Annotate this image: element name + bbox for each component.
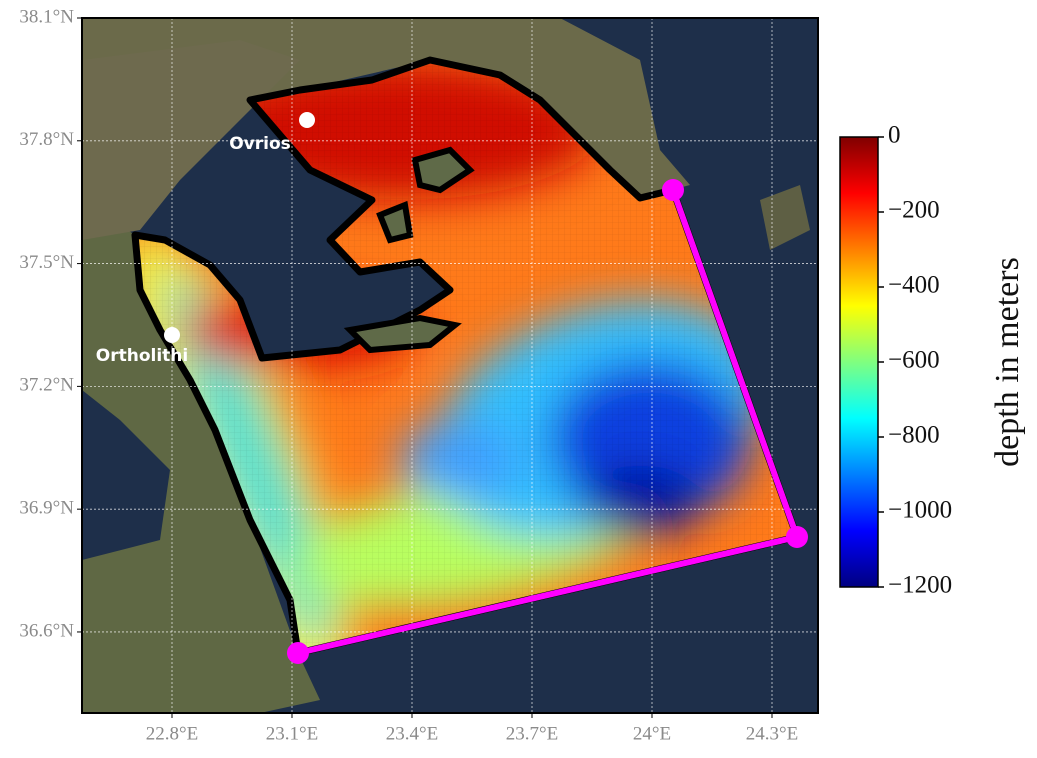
colorbar-tick-label: −400 — [888, 272, 940, 299]
axes: 22.8°E 23.1°E 23.4°E 23.7°E 24°E 24.3°E 38.1°N… — [19, 6, 952, 744]
y-tick-label: 37.5°N — [19, 252, 74, 273]
map-frame — [81, 17, 819, 714]
colorbar-tick-label: −200 — [888, 197, 940, 224]
place-label: Ovrios — [229, 134, 291, 154]
place-label: Ortholithi — [96, 346, 188, 366]
x-tick-label: 23.7°E — [506, 723, 558, 744]
x-tick-label: 24.3°E — [746, 723, 798, 744]
x-tick-label: 23.4°E — [386, 723, 438, 744]
x-tick-label: 22.8°E — [146, 723, 198, 744]
y-tick-label: 37.2°N — [19, 375, 74, 396]
boundary-vertex — [786, 526, 808, 548]
colorbar — [839, 136, 879, 588]
place-marker — [164, 327, 180, 343]
colorbar-tick-label: −1000 — [888, 497, 952, 524]
basemap: Ovrios Ortholithi — [82, 18, 818, 713]
y-tick-label: 36.9°N — [19, 498, 74, 519]
colorbar-tick-label: −800 — [888, 422, 940, 449]
colorbar-tick-label: −600 — [888, 347, 940, 374]
y-tick-label: 37.8°N — [19, 129, 74, 150]
colorbar-tick-label: −1200 — [888, 572, 952, 599]
y-tick-label: 36.6°N — [19, 620, 74, 641]
y-tick-label: 38.1°N — [19, 6, 74, 27]
x-tick-label: 24°E — [633, 723, 671, 744]
boundary-vertex — [662, 179, 684, 201]
graticule — [82, 18, 818, 713]
colorbar-label: depth in meters — [989, 257, 1026, 467]
x-tick-label: 23.1°E — [266, 723, 318, 744]
place-marker — [299, 112, 315, 128]
boundary-vertex — [287, 642, 309, 664]
colorbar-tick-label: 0 — [888, 122, 901, 149]
